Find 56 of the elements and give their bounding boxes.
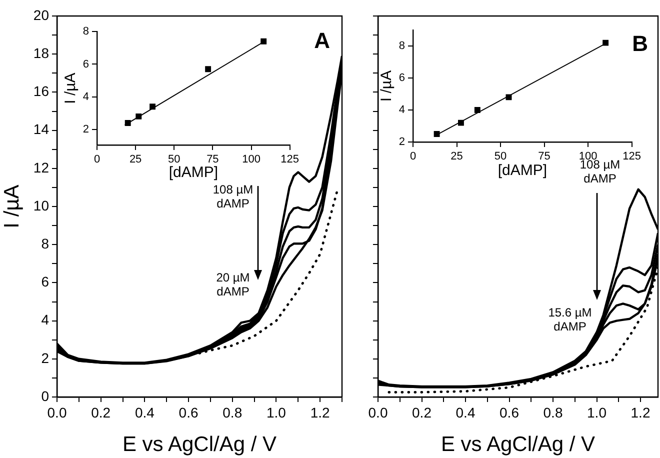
y-tick-label: 2 [41,350,50,366]
y-axis-title: I /µA [0,184,24,228]
x-axis-title: E vs AgCl/Ag / V [440,433,596,456]
x-tick-label: 1.0 [587,404,607,420]
y-tick-label: 8 [82,26,89,38]
y-tick-label: 4 [82,90,89,103]
x-axis-title: [dAMP] [498,162,548,180]
x-tick-label: 0.2 [91,404,111,420]
y-axis-title: I /µA [378,70,396,102]
y-tick-label: 4 [398,104,405,116]
y-tick-label: 8 [398,40,405,52]
annotation: 108 µM dAMP [212,182,254,210]
x-tick-label: 1.0 [266,404,286,420]
y-tick-label: 0 [41,388,50,404]
y-tick-label: 18 [33,44,50,61]
x-axis-title: E vs AgCl/Ag / V [122,433,277,456]
x-tick-label: 0.8 [543,404,563,420]
x-tick-label: 1.2 [630,404,650,420]
annotation: 15.6 µM dAMP [548,305,592,334]
x-tick-label: 75 [206,154,219,166]
y-tick-label: 6 [82,58,89,70]
x-tick-label: 0.0 [368,404,388,420]
x-tick-label: 0 [94,154,100,166]
x-tick-label: 50 [494,150,507,163]
y-axis-title: I /µA [62,72,80,104]
y-tick-label: 6 [398,72,405,84]
y-tick-label: 2 [398,136,405,148]
x-tick-label: 125 [280,154,300,166]
y-tick-label: 8 [41,235,50,252]
y-tick-label: 6 [41,274,50,290]
annotation: B [632,31,648,56]
x-tick-label: 0.0 [47,404,67,420]
x-tick-label: 0 [410,150,416,163]
y-tick-label: 20 [33,6,50,23]
x-tick-label: 25 [450,150,463,163]
x-tick-label: 1.2 [310,404,330,420]
y-tick-label: 10 [33,197,50,214]
y-tick-label: 16 [33,83,50,100]
y-tick-label: 2 [82,124,89,136]
x-tick-label: 25 [129,154,142,166]
x-tick-label: 100 [242,154,260,166]
x-tick-label: 0.4 [134,404,155,420]
x-tick-label: 125 [622,150,642,163]
annotation: A [314,28,330,54]
x-tick-label: 0.8 [222,404,242,420]
x-tick-label: 0.2 [412,404,432,420]
x-tick-label: 0.4 [456,404,476,420]
y-tick-label: 14 [33,121,50,138]
x-tick-label: 0.6 [500,404,520,420]
x-tick-label: 75 [538,150,550,163]
y-tick-label: 12 [33,159,50,176]
x-tick-label: 0.6 [178,404,198,420]
y-tick-label: 4 [41,312,50,328]
annotation: 20 µM dAMP [216,270,250,298]
x-tick-label: 50 [168,154,180,166]
x-axis-title: [dAMP] [168,164,218,182]
